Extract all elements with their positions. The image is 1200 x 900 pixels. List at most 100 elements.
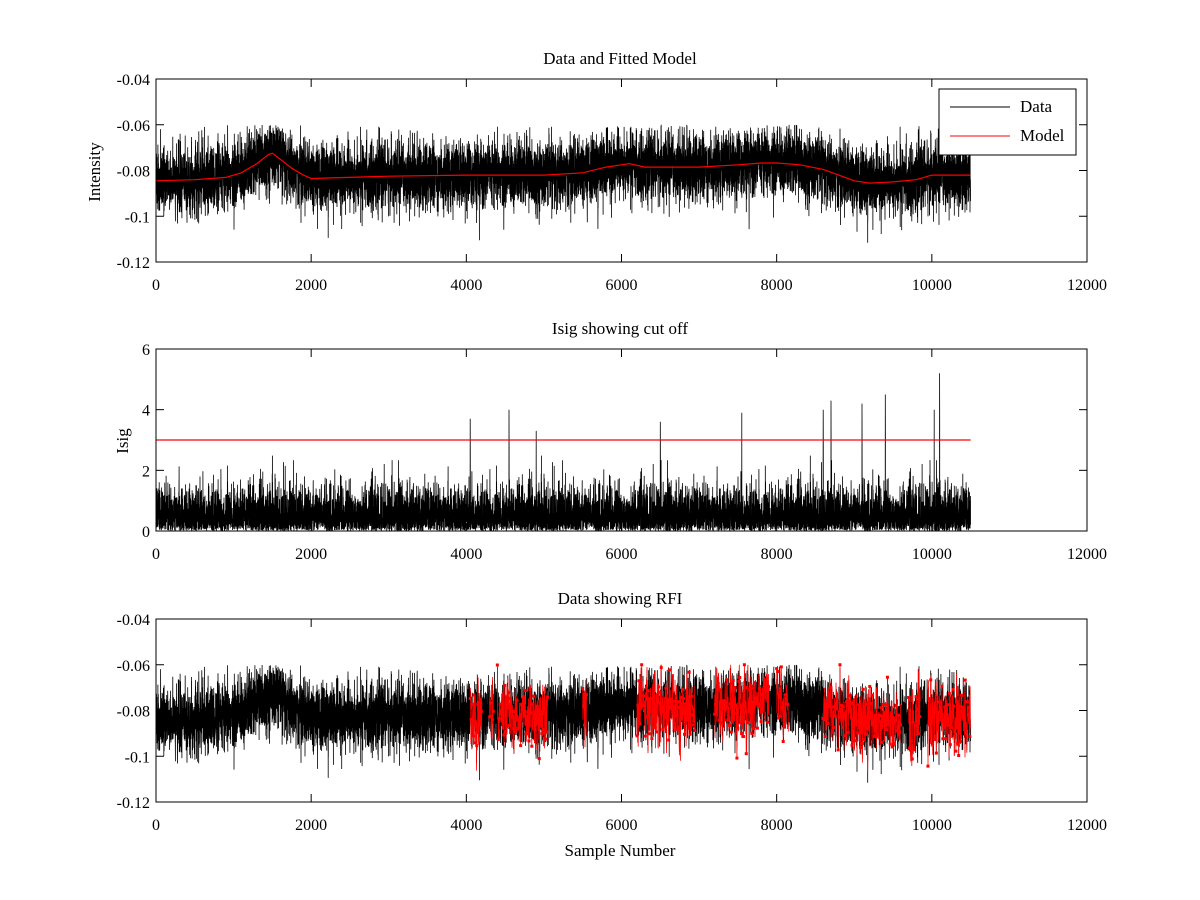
x-tick-label: 10000: [912, 546, 952, 563]
rfi-point: [524, 732, 528, 736]
rfi-point: [686, 695, 690, 699]
rfi-point: [941, 737, 945, 741]
rfi-point: [882, 718, 886, 722]
rfi-point: [915, 707, 919, 711]
rfi-point: [891, 739, 895, 743]
rfi-point: [508, 697, 512, 701]
y-tick-label: -0.1: [125, 749, 150, 766]
rfi-point: [643, 734, 647, 738]
rfi-point: [758, 701, 762, 705]
rfi-point: [857, 703, 861, 707]
rfi-point: [489, 714, 493, 718]
rfi-point: [779, 665, 783, 669]
y-tick-label: -0.12: [117, 795, 150, 812]
rfi-point: [680, 702, 684, 706]
rfi-point: [872, 734, 876, 738]
rfi-point: [835, 699, 839, 703]
rfi-point: [658, 690, 662, 694]
rfi-point: [644, 686, 648, 690]
rfi-point: [829, 686, 833, 690]
rfi-point: [510, 715, 514, 719]
rfi-point: [730, 681, 734, 685]
rfi-point: [682, 697, 686, 701]
rfi-point: [845, 703, 849, 707]
rfi-point: [917, 732, 921, 736]
rfi-point: [472, 693, 476, 697]
rfi-point: [717, 718, 721, 722]
x-tick-label: 2000: [295, 817, 327, 834]
rfi-point: [525, 715, 529, 719]
y-tick-label: 2: [142, 463, 150, 480]
rfi-point: [756, 704, 760, 708]
rfi-point: [755, 726, 759, 730]
rfi-point: [866, 700, 870, 704]
rfi-point: [688, 732, 692, 736]
rfi-point: [512, 727, 516, 731]
rfi-point: [883, 724, 887, 728]
rfi-point: [468, 696, 472, 700]
rfi-point: [661, 727, 665, 731]
rfi-point: [727, 717, 731, 721]
rfi-point: [936, 710, 940, 714]
rfi-point: [952, 704, 956, 708]
axes: 0 2000 4000 6000 8000 10000 12000 -0.12 -0.1 -0.0…: [117, 72, 1107, 294]
rfi-point: [948, 743, 952, 747]
rfi-point: [505, 698, 509, 702]
rfi-point: [581, 687, 585, 691]
rfi-point: [837, 715, 841, 719]
rfi-point: [731, 678, 735, 682]
rfi-point: [693, 729, 697, 733]
rfi-point: [862, 737, 866, 741]
series-model-line: [155, 152, 971, 184]
rfi-point: [538, 724, 542, 728]
x-tick-label: 6000: [606, 546, 638, 563]
rfi-point: [887, 720, 891, 724]
rfi-point: [898, 723, 902, 727]
axes: 0 2000 4000 6000 8000 10000 12000 0 2 4 6: [142, 342, 1107, 563]
rfi-point: [929, 678, 933, 682]
rfi-point: [859, 731, 863, 735]
rfi-point: [844, 700, 848, 704]
rfi-point: [479, 709, 483, 713]
rfi-point: [478, 698, 482, 702]
rfi-point: [953, 729, 957, 733]
rfi-point: [490, 718, 494, 722]
rfi-point: [960, 705, 964, 709]
rfi-point: [958, 705, 962, 709]
rfi-point: [855, 719, 859, 723]
rfi-point: [863, 715, 867, 719]
rfi-point: [748, 688, 752, 692]
rfi-point: [940, 684, 944, 688]
rfi-point: [776, 670, 780, 674]
rfi-point: [836, 748, 840, 752]
y-tick-label: -0.1: [125, 209, 150, 226]
rfi-point: [724, 705, 728, 709]
rfi-point: [641, 703, 645, 707]
rfi-point: [735, 756, 739, 760]
rfi-point: [642, 709, 646, 713]
rfi-point: [851, 702, 855, 706]
rfi-point: [754, 702, 758, 706]
rfi-point: [534, 714, 538, 718]
rfi-point: [671, 699, 675, 703]
rfi-point: [786, 702, 790, 706]
rfi-point: [839, 707, 843, 711]
rfi-point: [718, 688, 722, 692]
rfi-point: [665, 712, 669, 716]
rfi-point: [877, 713, 881, 717]
rfi-point: [716, 686, 720, 690]
x-tick-label: 2000: [295, 546, 327, 563]
rfi-point: [927, 697, 931, 701]
x-tick-label: 8000: [761, 546, 793, 563]
rfi-point: [678, 705, 682, 709]
rfi-point: [649, 697, 653, 701]
rfi-point: [868, 684, 872, 688]
rfi-point: [962, 708, 966, 712]
rfi-point: [646, 689, 650, 693]
rfi-point: [672, 722, 676, 726]
rfi-point: [847, 708, 851, 712]
rfi-point: [527, 739, 531, 743]
rfi-point: [760, 693, 764, 697]
rfi-point: [537, 757, 541, 761]
